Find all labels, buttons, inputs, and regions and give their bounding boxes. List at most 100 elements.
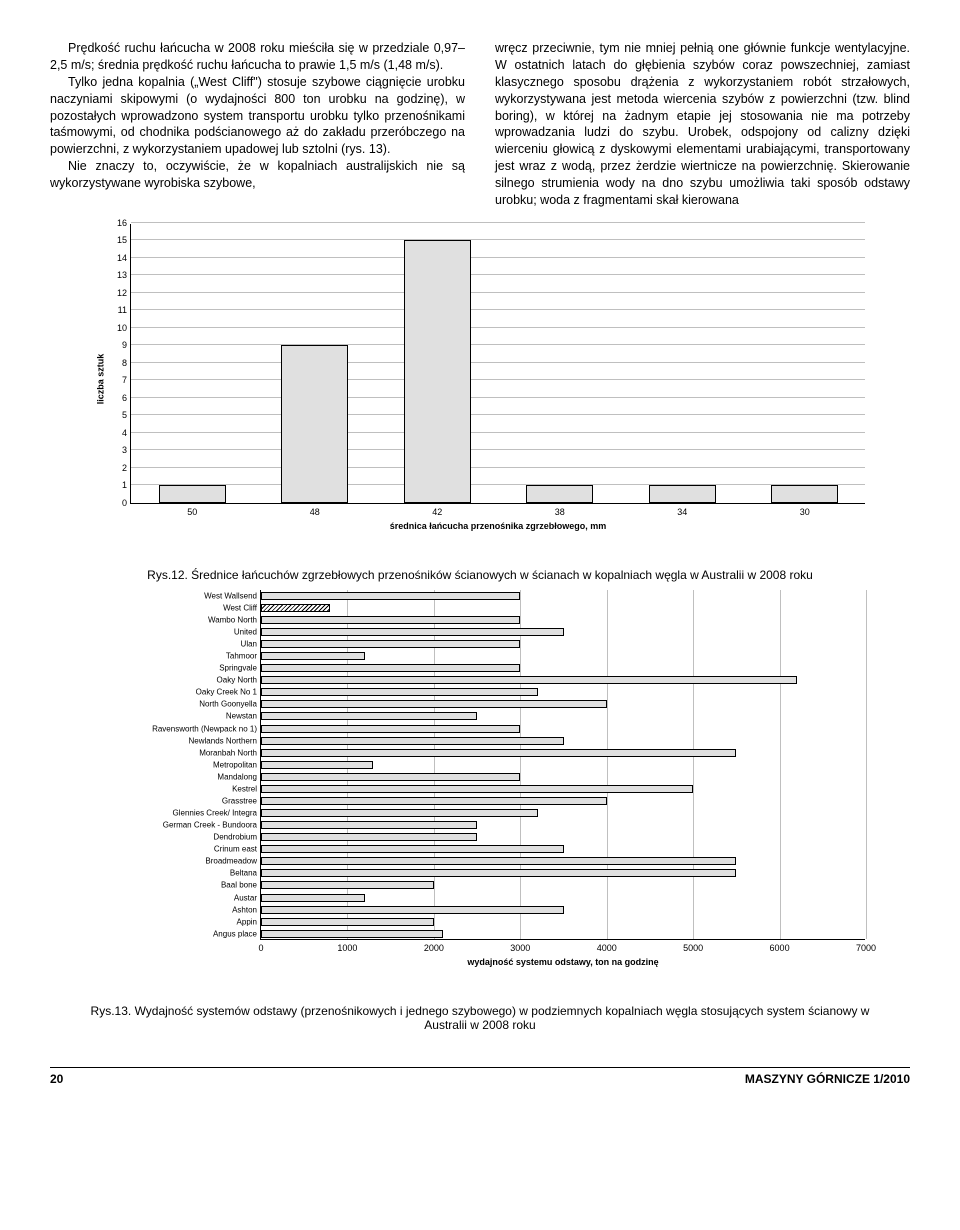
y-label: Beltana — [230, 869, 261, 878]
y-label: Mandalong — [217, 772, 261, 781]
y-tick: 15 — [117, 235, 131, 245]
y-label: Broadmeadow — [205, 857, 261, 866]
y-label: Wambo North — [208, 615, 261, 624]
bar — [771, 485, 838, 503]
y-tick: 6 — [122, 393, 131, 403]
y-label: West Wallsend — [204, 591, 261, 600]
hbar — [261, 749, 736, 757]
x-tick: 30 — [800, 503, 810, 517]
y-label: United — [234, 627, 261, 636]
x-tick: 50 — [187, 503, 197, 517]
hbar — [261, 640, 520, 648]
y-label: Kestrel — [232, 784, 261, 793]
x-tick: 5000 — [683, 939, 703, 953]
x-tick: 1000 — [337, 939, 357, 953]
bar — [526, 485, 593, 503]
y-label: Grasstree — [222, 796, 261, 805]
hbar — [261, 869, 736, 877]
y-tick: 14 — [117, 253, 131, 263]
hbar — [261, 918, 434, 926]
hbar — [261, 857, 736, 865]
hbar — [261, 725, 520, 733]
x-tick: 2000 — [424, 939, 444, 953]
body-text: Prędkość ruchu łańcucha w 2008 roku mieś… — [50, 40, 910, 209]
hbar — [261, 712, 477, 720]
x-tick: 4000 — [597, 939, 617, 953]
y-label: German Creek - Bundoora — [163, 821, 261, 830]
paragraph: Nie znaczy to, oczywiście, że w kopalnia… — [50, 158, 465, 192]
x-axis-label: średnica łańcucha przenośnika zgrzebłowe… — [390, 521, 607, 531]
y-tick: 0 — [122, 498, 131, 508]
x-tick: 0 — [258, 939, 263, 953]
hbar — [261, 664, 520, 672]
y-tick: 12 — [117, 288, 131, 298]
y-label: Newlands Northern — [189, 736, 261, 745]
paragraph: Prędkość ruchu łańcucha w 2008 roku mieś… — [50, 40, 465, 74]
y-label: Ravensworth (Newpack no 1) — [152, 724, 261, 733]
hbar — [261, 628, 564, 636]
y-label: Metropolitan — [213, 760, 261, 769]
x-tick: 48 — [310, 503, 320, 517]
figure-caption-13: Rys.13. Wydajność systemów odstawy (prze… — [85, 1004, 875, 1032]
y-label: Newstan — [226, 712, 261, 721]
hbar — [261, 930, 443, 938]
right-column: wręcz przeciwnie, tym nie mniej pełnią o… — [495, 40, 910, 209]
bar — [281, 345, 348, 503]
y-tick: 2 — [122, 463, 131, 473]
y-axis-label: liczba sztuk — [95, 353, 105, 404]
y-label: Angus place — [213, 929, 261, 938]
y-label: Appin — [237, 917, 261, 926]
hbar — [261, 833, 477, 841]
page-number: 20 — [50, 1072, 63, 1086]
y-tick: 4 — [122, 428, 131, 438]
x-tick: 34 — [677, 503, 687, 517]
hbar — [261, 592, 520, 600]
y-tick: 11 — [118, 305, 131, 315]
hbar — [261, 821, 477, 829]
y-label: Moranbah North — [199, 748, 261, 757]
y-tick: 3 — [122, 445, 131, 455]
hbar — [261, 773, 520, 781]
hbar — [261, 845, 564, 853]
y-label: West Cliff — [223, 603, 261, 612]
y-label: Austar — [234, 893, 261, 902]
y-tick: 5 — [122, 410, 131, 420]
y-tick: 9 — [122, 340, 131, 350]
x-tick: 7000 — [856, 939, 876, 953]
bar-chart-diameters: liczba sztuk średnica łańcucha przenośni… — [85, 224, 875, 534]
hbar — [261, 906, 564, 914]
paragraph: Tylko jedna kopalnia („West Cliff") stos… — [50, 74, 465, 158]
y-label: Tahmoor — [226, 652, 261, 661]
y-tick: 1 — [122, 480, 131, 490]
x-tick: 6000 — [770, 939, 790, 953]
y-tick: 7 — [122, 375, 131, 385]
y-label: Oaky Creek No 1 — [196, 688, 261, 697]
y-label: Oaky North — [217, 676, 261, 685]
bar — [649, 485, 716, 503]
hbar — [261, 737, 564, 745]
y-label: Springvale — [219, 664, 261, 673]
figure-caption-12: Rys.12. Średnice łańcuchów zgrzebłowych … — [85, 568, 875, 582]
hbar — [261, 894, 365, 902]
hbar — [261, 797, 607, 805]
bar — [159, 485, 226, 503]
y-label: Crinum east — [214, 845, 261, 854]
hbar — [261, 604, 330, 612]
y-label: Dendrobium — [213, 833, 261, 842]
hbar — [261, 616, 520, 624]
x-tick: 3000 — [510, 939, 530, 953]
y-label: Ulan — [241, 640, 261, 649]
hbar — [261, 688, 538, 696]
hbar — [261, 761, 373, 769]
journal-name: MASZYNY GÓRNICZE 1/2010 — [745, 1072, 910, 1086]
x-axis-label: wydajność systemu odstawy, ton na godzin… — [467, 957, 658, 967]
hbar — [261, 881, 434, 889]
y-label: North Goonyella — [199, 700, 261, 709]
hbar — [261, 676, 797, 684]
y-tick: 13 — [117, 270, 131, 280]
left-column: Prędkość ruchu łańcucha w 2008 roku mieś… — [50, 40, 465, 209]
hbar — [261, 809, 538, 817]
hbar — [261, 700, 607, 708]
hbar — [261, 785, 693, 793]
y-tick: 16 — [117, 218, 131, 228]
